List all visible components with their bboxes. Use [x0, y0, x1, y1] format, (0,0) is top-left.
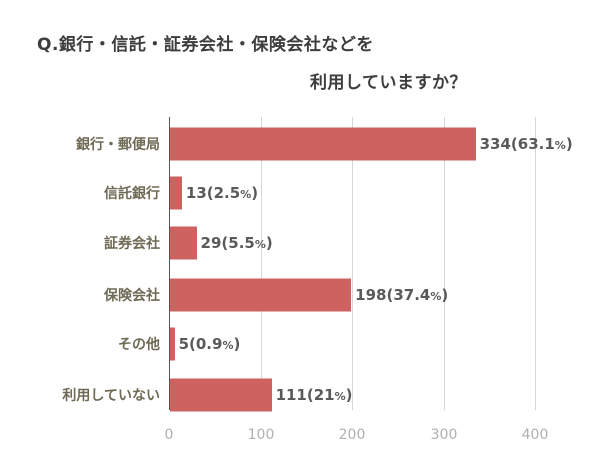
percent-sign: % [240, 188, 252, 201]
chart-title-line-2: 利用していますか？ [310, 73, 467, 93]
percent-sign: % [254, 238, 266, 251]
value-label: 13(2.5%) [186, 184, 258, 202]
percent-sign: % [554, 139, 566, 152]
bar-bank-post-office [170, 127, 476, 161]
value-percent: (0.9 [189, 335, 223, 353]
value-percent: (37.4 [386, 286, 431, 304]
value-percent: (21 [306, 386, 335, 404]
value-percent: (63.1 [510, 135, 555, 153]
value-label: 5(0.9%) [179, 335, 241, 353]
gridline-100 [261, 117, 262, 410]
value-count: 29 [200, 234, 222, 252]
value-count: 5 [178, 335, 189, 353]
bar-other [170, 327, 175, 361]
bar-insurance [170, 278, 352, 312]
bar-not-using [170, 378, 272, 412]
paren-close: ) [441, 286, 449, 304]
percent-sign: % [430, 290, 442, 303]
category-label: 証券会社 [104, 236, 160, 252]
percent-sign: % [222, 339, 234, 352]
gridline-300 [444, 117, 445, 410]
value-label: 29(5.5%) [201, 234, 273, 252]
value-count: 13 [185, 184, 207, 202]
paren-close: ) [265, 234, 273, 252]
category-label: 信託銀行 [104, 186, 160, 202]
x-tick-300: 300 [430, 427, 458, 443]
category-label: その他 [118, 337, 160, 353]
gridline-200 [352, 117, 353, 410]
x-tick-400: 400 [521, 427, 549, 443]
x-tick-100: 100 [247, 427, 275, 443]
value-label: 334(63.1%) [480, 135, 573, 153]
chart-title-line-1: Q.銀行・信託・証券会社・保険会社などを [37, 35, 374, 55]
paren-close: ) [251, 184, 259, 202]
category-label: 銀行・郵便局 [76, 137, 160, 153]
category-label: 保険会社 [104, 288, 160, 304]
gridline-400 [535, 117, 536, 410]
value-percent: (5.5 [221, 234, 255, 252]
value-label: 198(37.4%) [355, 286, 448, 304]
value-count: 334 [479, 135, 511, 153]
value-count: 111 [275, 386, 307, 404]
y-axis-line [169, 117, 170, 410]
bar-trust-bank [170, 176, 182, 210]
percent-sign: % [334, 390, 346, 403]
bar-securities [170, 226, 197, 260]
x-tick-0: 0 [164, 427, 174, 443]
value-count: 198 [355, 286, 387, 304]
category-label: 利用していない [62, 388, 160, 404]
x-tick-200: 200 [338, 427, 366, 443]
paren-close: ) [233, 335, 241, 353]
value-percent: (2.5 [206, 184, 241, 202]
paren-close: ) [565, 135, 573, 153]
value-label: 111(21%) [276, 386, 353, 404]
paren-close: ) [345, 386, 353, 404]
